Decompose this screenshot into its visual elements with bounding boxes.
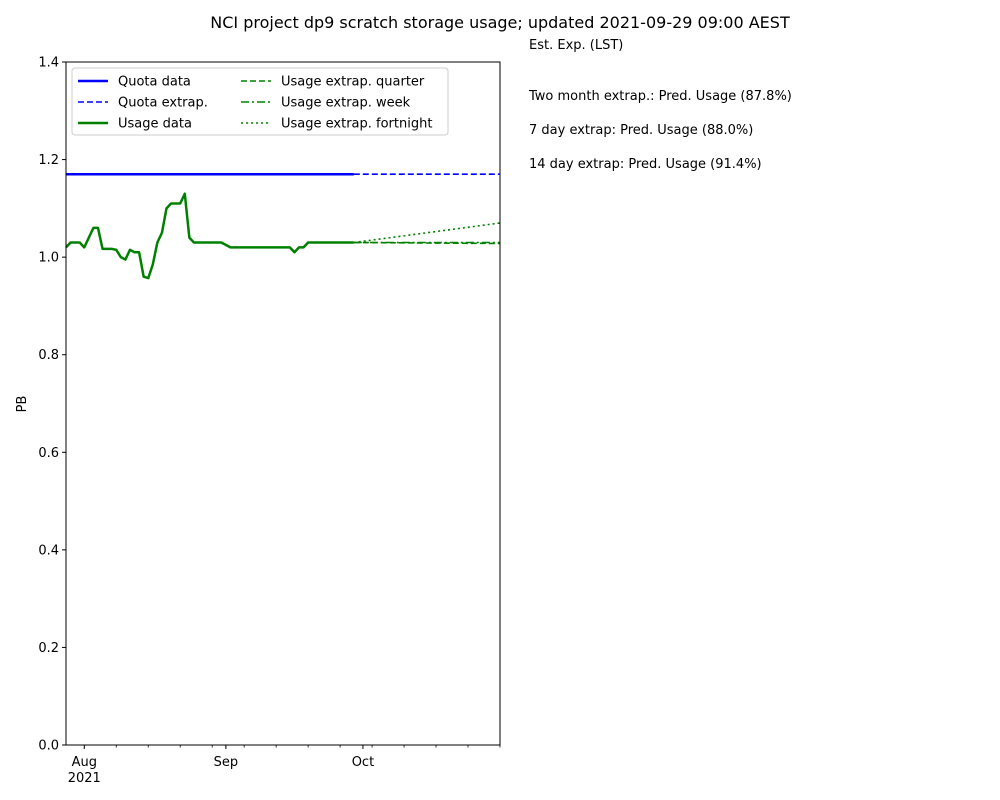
- axes-frame: [65, 61, 501, 746]
- fourteen-day-extrap-text: 14 day extrap: Pred. Usage (91.4%): [529, 157, 762, 172]
- legend-label-1: Quota extrap.: [118, 96, 208, 111]
- legend-label-3: Usage extrap. quarter: [281, 75, 425, 90]
- y-axis-label: PB: [15, 396, 30, 413]
- x-tick-label: Sep: [214, 755, 239, 770]
- legend: Quota data Quota extrap. Usage data Usage e…: [71, 67, 449, 136]
- two-month-extrap-text: Two month extrap.: Pred. Usage (87.8%): [528, 89, 792, 104]
- legend-label-0: Quota data: [118, 75, 191, 90]
- series-line-5: [353, 222, 501, 244]
- y-tick-label: 0.4: [38, 543, 59, 558]
- x-tick-sublabel: 2021: [68, 771, 101, 786]
- legend-label-2: Usage data: [118, 117, 192, 132]
- y-tick-label: 1.4: [38, 56, 59, 71]
- series-line-3: [353, 241, 501, 245]
- x-tick-label: Oct: [352, 755, 374, 770]
- y-tick-label: 1.2: [38, 153, 59, 168]
- series-line-2: [65, 192, 354, 280]
- x-tick-label: Aug: [72, 755, 97, 770]
- legend-label-5: Usage extrap. fortnight: [281, 117, 432, 132]
- side-panel-heading: Est. Exp. (LST): [529, 38, 623, 53]
- series-layer: [65, 172, 501, 280]
- y-tick-label: 0.2: [38, 641, 59, 656]
- legend-label-4: Usage extrap. week: [281, 96, 411, 111]
- y-tick-label: 0.8: [38, 348, 59, 363]
- chart-title: NCI project dp9 scratch storage usage; u…: [210, 13, 790, 32]
- seven-day-extrap-text: 7 day extrap: Pred. Usage (88.0%): [529, 123, 753, 138]
- y-axis: 0.0 0.2 0.4 0.6 0.8 1.0 1.2 1.4: [38, 56, 66, 754]
- y-tick-label: 0.0: [38, 739, 59, 754]
- side-panel: Est. Exp. (LST) Two month extrap.: Pred.…: [528, 38, 792, 172]
- y-tick-label: 0.6: [38, 446, 59, 461]
- y-tick-label: 1.0: [38, 251, 59, 266]
